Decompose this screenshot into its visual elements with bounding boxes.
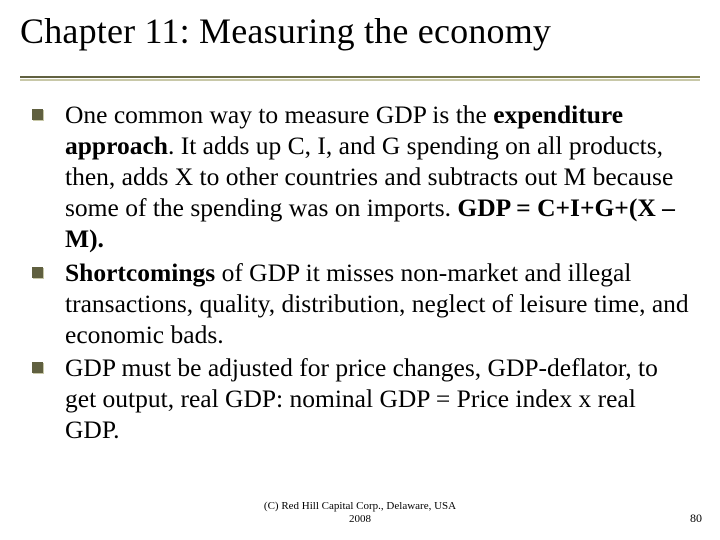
footer-line-2: 2008	[349, 513, 371, 525]
text-run: GDP must be adjusted for price changes, …	[65, 353, 658, 444]
text-run: One common way to measure GDP is the	[65, 100, 493, 129]
list-item: Shortcomings of GDP it misses non-market…	[32, 257, 694, 350]
title-underline	[20, 76, 700, 78]
footer: (C) Red Hill Capital Corp., Delaware, US…	[0, 500, 720, 526]
list-item: GDP must be adjusted for price changes, …	[32, 352, 694, 445]
square-bullet-icon	[32, 267, 43, 278]
content-area: One common way to measure GDP is the exp…	[20, 99, 700, 445]
bullet-text: One common way to measure GDP is the exp…	[65, 99, 694, 255]
page-number: 80	[690, 511, 702, 526]
title-underline-shadow	[20, 79, 700, 81]
square-bullet-icon	[32, 109, 43, 120]
slide: Chapter 11: Measuring the economy One co…	[0, 0, 720, 540]
bullet-text: Shortcomings of GDP it misses non-market…	[65, 257, 694, 350]
slide-title: Chapter 11: Measuring the economy	[20, 10, 700, 58]
bullet-text: GDP must be adjusted for price changes, …	[65, 352, 694, 445]
list-item: One common way to measure GDP is the exp…	[32, 99, 694, 255]
square-bullet-icon	[32, 362, 43, 373]
text-run-bold: Shortcomings	[65, 258, 215, 287]
footer-line-1: (C) Red Hill Capital Corp., Delaware, US…	[264, 500, 456, 512]
